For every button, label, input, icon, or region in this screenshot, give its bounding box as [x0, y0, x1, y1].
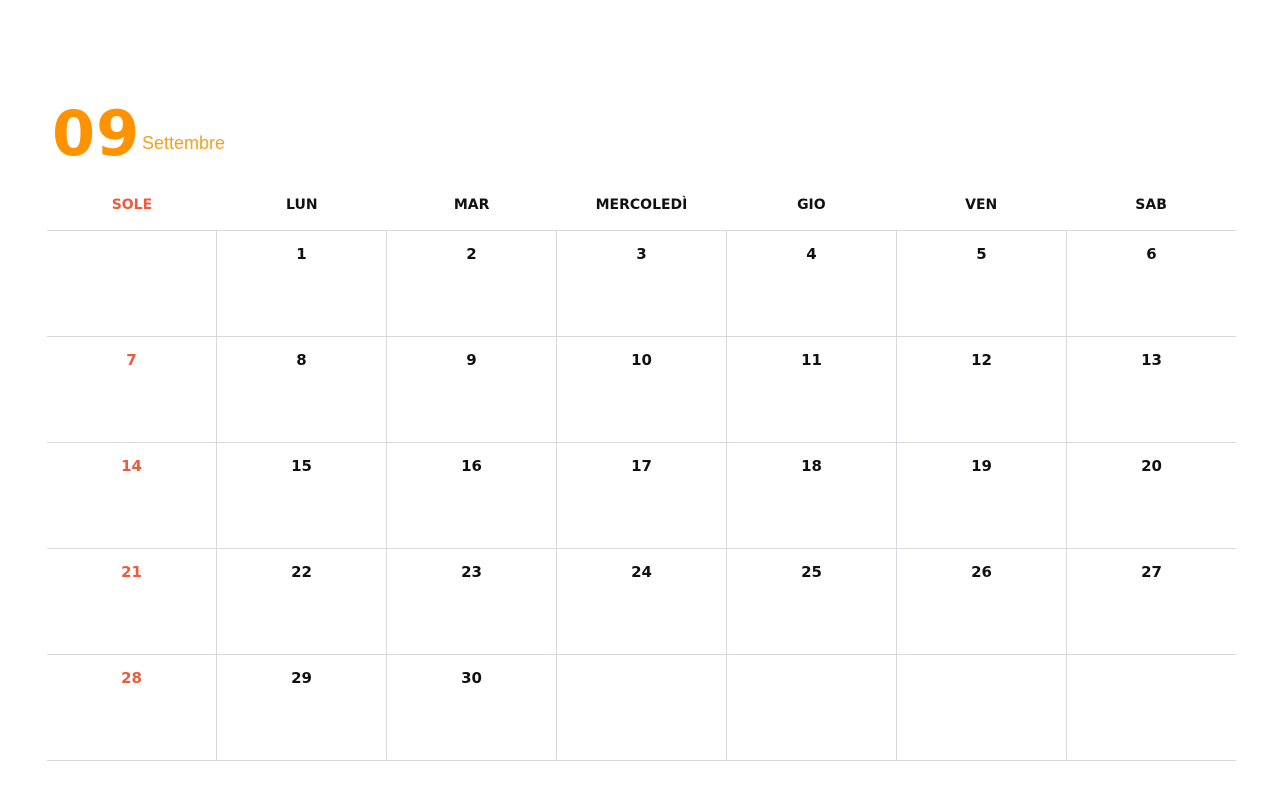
- day-cell[interactable]: 27: [1066, 549, 1236, 654]
- day-cell[interactable]: 2: [386, 231, 556, 336]
- week-row: 28 29 30: [47, 655, 1236, 761]
- day-cell[interactable]: 20: [1066, 443, 1236, 548]
- day-cell[interactable]: 29: [216, 655, 386, 760]
- day-cell[interactable]: [1066, 655, 1236, 760]
- day-cell[interactable]: 25: [726, 549, 896, 654]
- day-cell[interactable]: 10: [556, 337, 726, 442]
- day-cell[interactable]: 12: [896, 337, 1066, 442]
- weekday-label: VEN: [965, 197, 998, 213]
- day-cell[interactable]: 30: [386, 655, 556, 760]
- day-cell[interactable]: 6: [1066, 231, 1236, 336]
- week-row: 14 15 16 17 18 19 20: [47, 443, 1236, 549]
- day-cell[interactable]: [556, 655, 726, 760]
- weekday-label: SAB: [1135, 197, 1167, 213]
- day-cell[interactable]: 15: [216, 443, 386, 548]
- day-cell[interactable]: 17: [556, 443, 726, 548]
- day-cell[interactable]: 16: [386, 443, 556, 548]
- day-cell[interactable]: [47, 231, 216, 336]
- day-cell[interactable]: 14: [121, 457, 142, 475]
- day-cell[interactable]: 26: [896, 549, 1066, 654]
- day-cell[interactable]: 19: [896, 443, 1066, 548]
- day-cell[interactable]: [726, 655, 896, 760]
- week-row: 7 8 9 10 11 12 13: [47, 337, 1236, 443]
- month-name: Settembre: [142, 133, 226, 153]
- day-cell[interactable]: 8: [216, 337, 386, 442]
- day-cell[interactable]: 21: [121, 563, 142, 581]
- day-cell[interactable]: [896, 655, 1066, 760]
- day-cell[interactable]: 3: [556, 231, 726, 336]
- day-cell[interactable]: 23: [386, 549, 556, 654]
- weekday-label: MERCOLEDÌ: [595, 197, 688, 213]
- day-cell[interactable]: 22: [216, 549, 386, 654]
- day-cell[interactable]: 7: [126, 351, 137, 369]
- weekday-label: GIO: [797, 197, 826, 213]
- weekday-header: SOLE LUN MAR MERCOLEDÌ GIO VEN SAB: [47, 185, 1236, 231]
- day-cell[interactable]: 18: [726, 443, 896, 548]
- day-cell[interactable]: 13: [1066, 337, 1236, 442]
- day-cell[interactable]: 1: [216, 231, 386, 336]
- weekday-label: LUN: [286, 197, 318, 213]
- day-cell[interactable]: 9: [386, 337, 556, 442]
- day-cell[interactable]: 11: [726, 337, 896, 442]
- day-cell[interactable]: 5: [896, 231, 1066, 336]
- calendar-grid: SOLE LUN MAR MERCOLEDÌ GIO VEN SAB 1 2 3 4 5 6 7 8 9 10…: [47, 185, 1236, 761]
- weekday-label: SOLE: [111, 197, 153, 213]
- day-cell[interactable]: 4: [726, 231, 896, 336]
- day-cell[interactable]: 28: [121, 669, 142, 687]
- month-number: 09: [52, 97, 141, 170]
- week-row: 21 22 23 24 25 26 27: [47, 549, 1236, 655]
- day-cell[interactable]: 24: [556, 549, 726, 654]
- weekday-label: MAR: [453, 197, 490, 213]
